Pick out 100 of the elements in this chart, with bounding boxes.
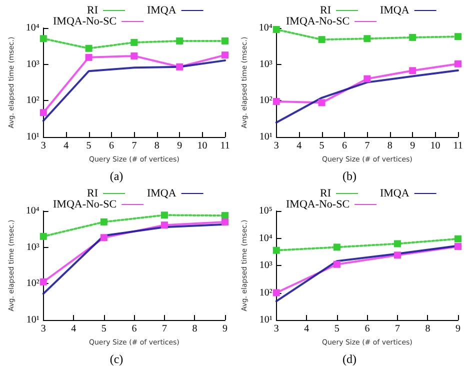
legend-label: IMQA [146, 4, 176, 16]
x-tick-label: 6 [132, 324, 137, 334]
legend-label: IMQA [146, 188, 176, 200]
y-tick-label: 10⁵ [258, 206, 272, 216]
x-tick-label: 9 [410, 140, 416, 152]
legend-label: IMQA-No-SC [286, 16, 350, 28]
point [176, 37, 184, 44]
y-tick-label: 10² [26, 95, 40, 106]
x-tick-label: 3 [40, 324, 46, 334]
point [222, 212, 228, 220]
point [85, 44, 92, 52]
line-series [42, 59, 226, 122]
x-tick-label: 7 [162, 324, 167, 334]
x-tick-label: 4 [71, 324, 76, 334]
point [40, 232, 47, 240]
point [318, 36, 326, 44]
point [454, 235, 462, 242]
x-tick-label: 4 [296, 140, 302, 152]
y-tick-label: 10¹ [26, 314, 40, 326]
x-tick-label: 8 [387, 140, 392, 152]
x-tick-label: 9 [456, 324, 460, 334]
y-tick-label: 10⁴ [258, 232, 273, 244]
point [160, 222, 168, 229]
point [364, 75, 371, 82]
point [160, 212, 168, 219]
point [222, 52, 228, 59]
x-tick-label: 5 [86, 140, 92, 152]
point [364, 35, 371, 42]
x-tick-label: 7 [364, 140, 370, 152]
y-tick-label: 10¹ [259, 132, 272, 142]
y-tick-label: 10² [259, 95, 272, 106]
point [222, 37, 228, 44]
line-series [275, 69, 459, 124]
y-tick-label: 10³ [259, 58, 272, 70]
text: (a) [110, 169, 124, 183]
y-tick-label: 10⁴ [26, 22, 40, 34]
x-tick-label: 6 [108, 140, 114, 152]
point [318, 99, 326, 106]
point [272, 98, 280, 105]
x-tick-label: 5 [101, 324, 106, 334]
point [130, 52, 138, 60]
point [454, 33, 462, 40]
y-tick-label: 10¹ [26, 132, 40, 142]
x-tick-label: 3 [274, 324, 279, 334]
point [40, 109, 47, 116]
point [222, 218, 228, 226]
y-tick-label: 10⁴ [26, 206, 40, 216]
point [100, 218, 108, 226]
text: (d) [342, 352, 357, 366]
y-tick-label: 10³ [26, 242, 40, 253]
point [394, 240, 401, 248]
x-tick-label: 6 [364, 324, 370, 334]
x-tick-label: 5 [319, 140, 324, 152]
legend-label: RI [87, 4, 98, 16]
x-tick-label: 10 [430, 140, 440, 152]
y-tick-label: 10¹ [259, 314, 272, 326]
point [272, 289, 280, 296]
point [130, 38, 138, 46]
legend-label: IMQA [380, 4, 410, 16]
point [454, 242, 462, 250]
y-tick-label: 10² [259, 287, 272, 298]
text: (b) [342, 169, 357, 183]
x-tick-label: 9 [222, 324, 228, 334]
x-tick-label: 4 [64, 140, 69, 152]
legend-label: IMQA-No-SC [286, 198, 350, 210]
legend-label: RI [320, 188, 332, 200]
x-tick-label: 4 [304, 324, 310, 334]
legend-label: RI [320, 4, 332, 16]
x-tick-label: 10 [197, 140, 208, 152]
point [409, 34, 416, 41]
x-tick-label: 6 [342, 140, 347, 152]
point [40, 35, 47, 42]
x-tick-label: 7 [132, 140, 137, 152]
x-tick-label: 8 [154, 140, 160, 152]
point [333, 244, 340, 251]
x-tick-label: 3 [274, 140, 279, 152]
y-tick-label: 10³ [259, 260, 272, 271]
x-tick-label: 5 [334, 324, 340, 334]
legend-label: IMQA-No-SC [52, 16, 117, 28]
legend-label: IMQA [380, 188, 410, 200]
point [176, 63, 184, 70]
x-tick-label: 11 [453, 140, 463, 152]
y-tick-label: 10² [26, 278, 40, 290]
x-tick-label: 7 [394, 324, 400, 334]
x-tick-label: 8 [192, 324, 198, 334]
x-tick-label: 9 [177, 140, 182, 152]
point [40, 278, 47, 286]
point [409, 67, 416, 74]
legend-label: IMQA-No-SC [52, 198, 117, 210]
y-tick-label: 10⁴ [258, 22, 273, 34]
x-tick-label: 11 [220, 140, 230, 152]
x-tick-label: 3 [40, 140, 46, 152]
point [454, 60, 462, 68]
point [394, 252, 401, 259]
x-tick-label: 8 [425, 324, 430, 334]
point [100, 234, 108, 242]
y-tick-label: 10³ [26, 58, 40, 70]
point [333, 260, 340, 268]
text: (c) [110, 352, 124, 366]
point [272, 246, 280, 254]
